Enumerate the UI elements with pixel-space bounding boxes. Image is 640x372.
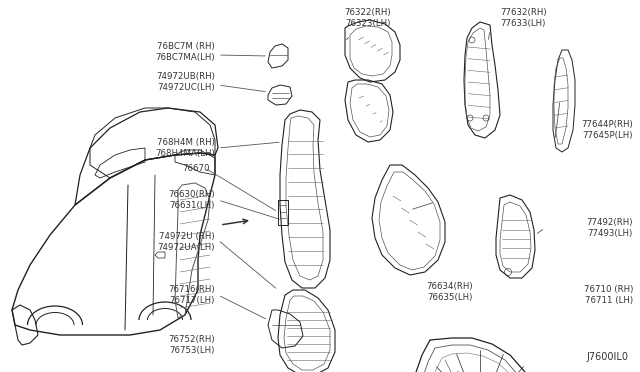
Text: 76670: 76670: [182, 164, 210, 173]
Text: 76710 (RH)
76711 (LH): 76710 (RH) 76711 (LH): [584, 285, 633, 305]
Text: 76630(RH)
76631(LH): 76630(RH) 76631(LH): [168, 190, 215, 210]
Text: 76752(RH)
76753(LH): 76752(RH) 76753(LH): [168, 335, 215, 355]
Text: 74972U (RH)
74972UA(LH): 74972U (RH) 74972UA(LH): [157, 232, 215, 252]
Text: 76322(RH)
76323(LH): 76322(RH) 76323(LH): [345, 8, 391, 28]
Text: 76BC7M (RH)
76BC7MA(LH): 76BC7M (RH) 76BC7MA(LH): [156, 42, 215, 62]
Text: 76634(RH)
76635(LH): 76634(RH) 76635(LH): [427, 282, 474, 302]
Text: 768H4M (RH)
768H4MA(LH): 768H4M (RH) 768H4MA(LH): [156, 138, 215, 158]
Text: J7600IL0: J7600IL0: [586, 352, 628, 362]
Text: 77632(RH)
77633(LH): 77632(RH) 77633(LH): [500, 8, 547, 28]
Text: 77492(RH)
77493(LH): 77492(RH) 77493(LH): [586, 218, 633, 238]
Text: 76716(RH)
76717(LH): 76716(RH) 76717(LH): [168, 285, 215, 305]
Text: 74972UB(RH)
74972UC(LH): 74972UB(RH) 74972UC(LH): [156, 72, 215, 92]
Text: 77644P(RH)
77645P(LH): 77644P(RH) 77645P(LH): [581, 120, 633, 140]
